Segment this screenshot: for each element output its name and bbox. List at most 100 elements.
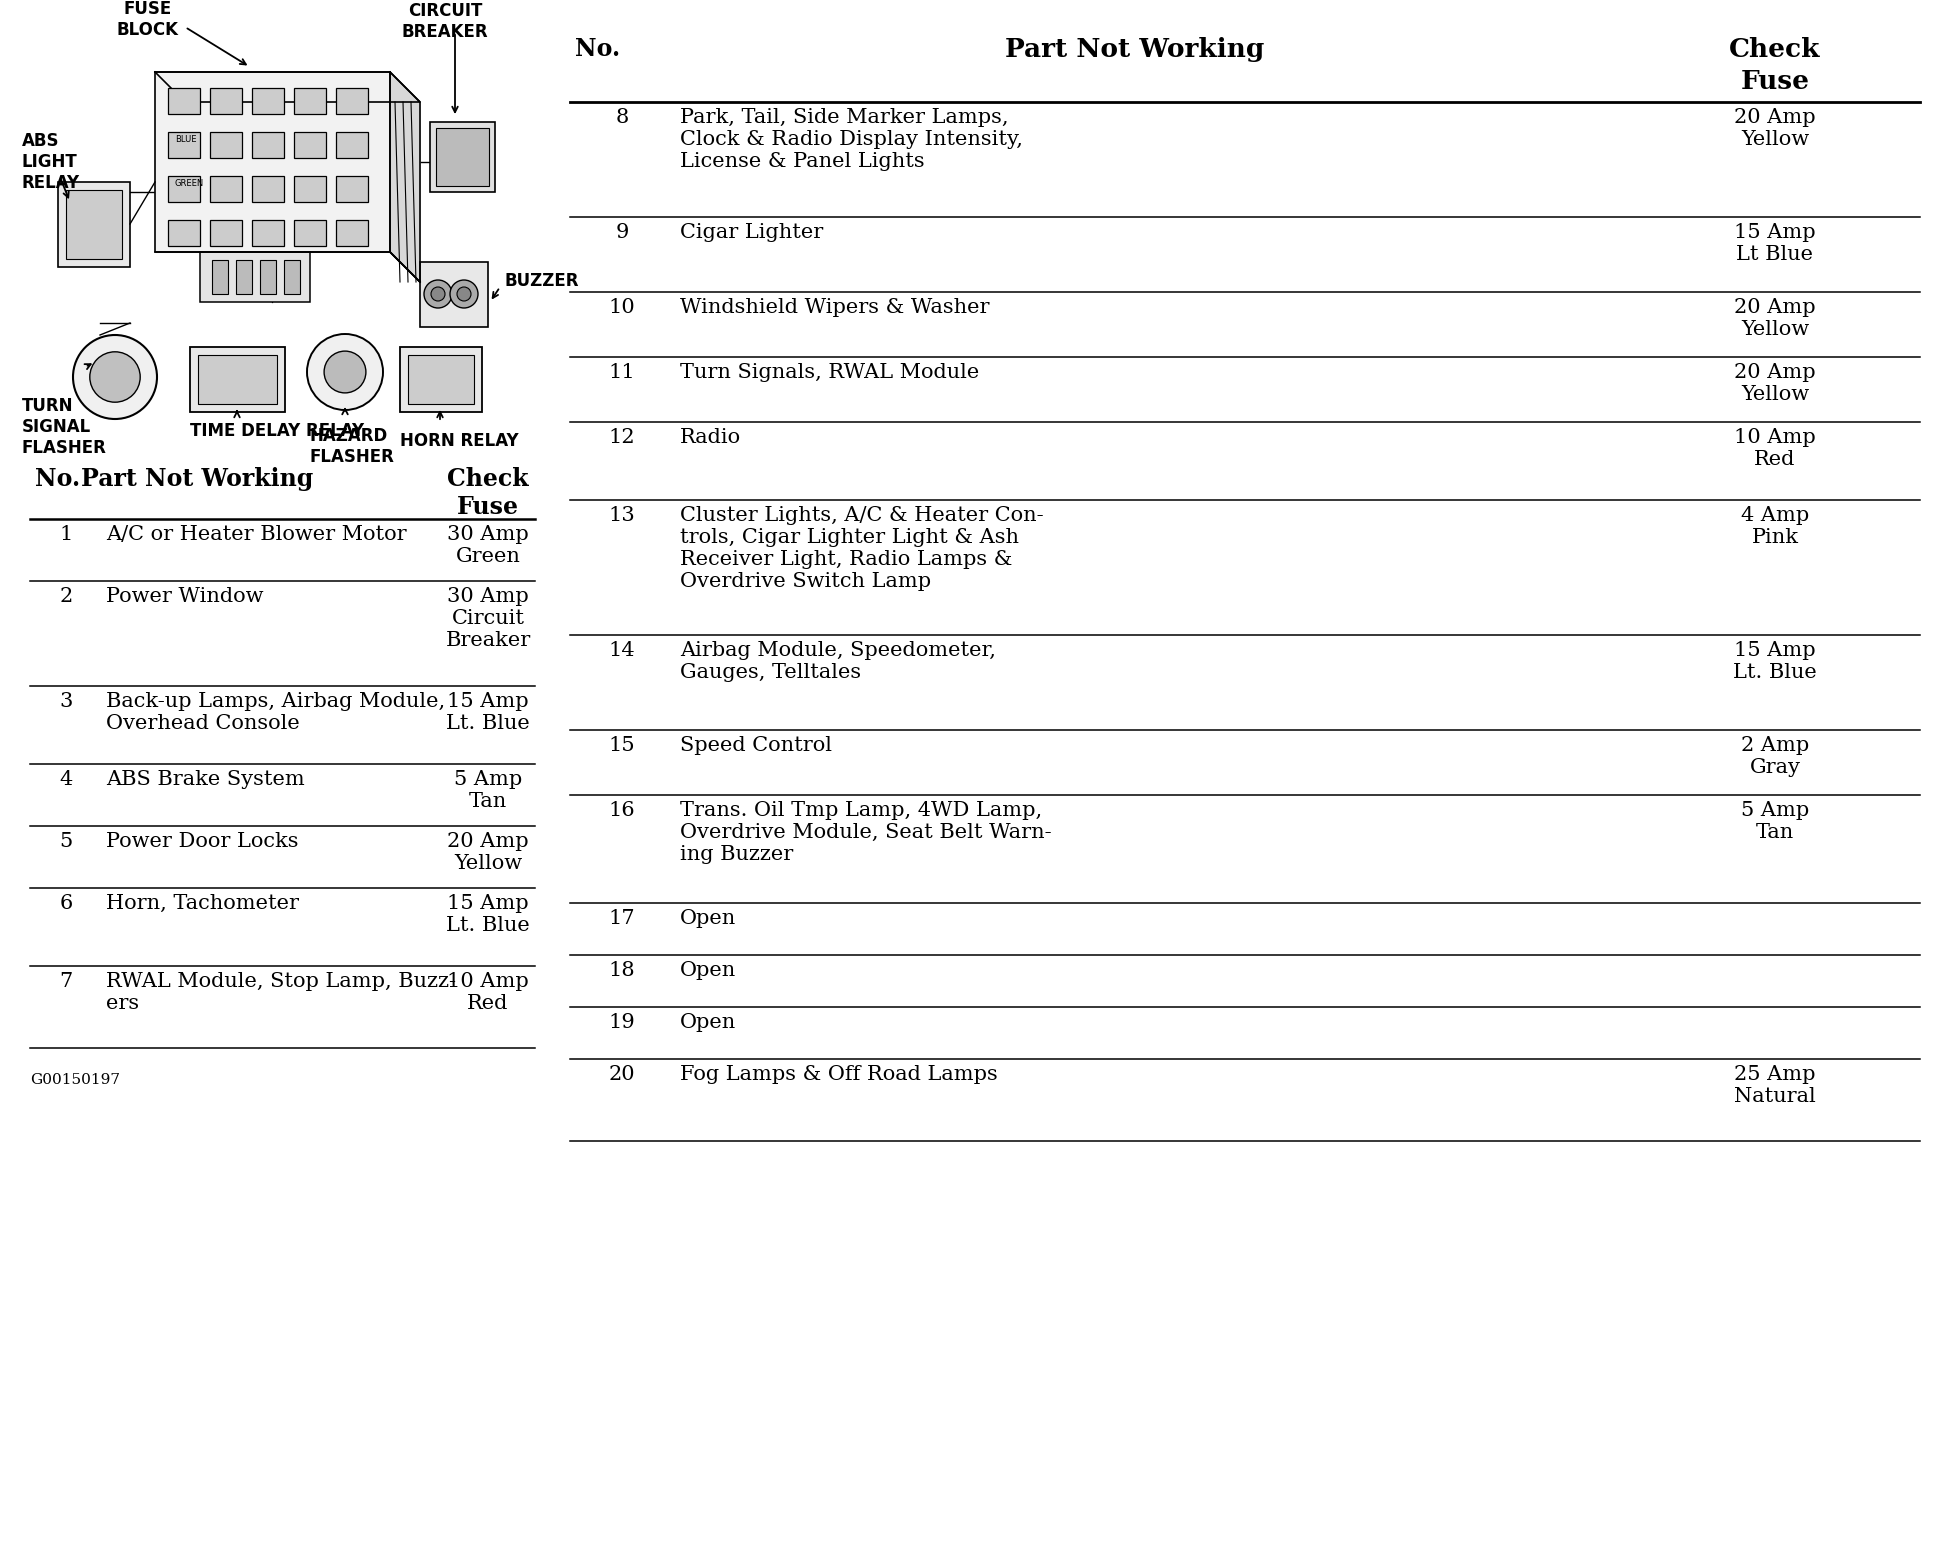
Circle shape	[456, 287, 471, 301]
Text: 20 Amp
Yellow: 20 Amp Yellow	[1734, 362, 1816, 405]
Text: Open: Open	[680, 1014, 736, 1032]
Text: 8: 8	[616, 108, 629, 127]
Text: 11: 11	[608, 362, 635, 383]
Bar	[168, 177, 201, 201]
Text: Windshield Wipers & Washer: Windshield Wipers & Washer	[680, 298, 990, 317]
Text: Turn Signals, RWAL Module: Turn Signals, RWAL Module	[680, 362, 978, 383]
Text: ABS
LIGHT
RELAY: ABS LIGHT RELAY	[21, 133, 80, 192]
Text: CIRCUIT
BREAKER: CIRCUIT BREAKER	[401, 2, 489, 41]
Text: 20 Amp
Yellow: 20 Amp Yellow	[1734, 298, 1816, 339]
Text: 16: 16	[608, 801, 635, 820]
Circle shape	[308, 334, 384, 409]
Circle shape	[450, 280, 477, 308]
Polygon shape	[156, 72, 419, 102]
Text: 17: 17	[608, 909, 635, 928]
Bar	[189, 347, 284, 412]
Bar	[419, 262, 487, 326]
Text: HORN RELAY: HORN RELAY	[399, 433, 518, 450]
Text: 2 Amp
Gray: 2 Amp Gray	[1740, 736, 1808, 776]
Bar	[201, 251, 310, 301]
Text: Radio: Radio	[680, 428, 740, 447]
Text: TIME DELAY RELAY: TIME DELAY RELAY	[189, 422, 364, 440]
Text: Power Door Locks: Power Door Locks	[105, 833, 298, 851]
Text: 20 Amp
Yellow: 20 Amp Yellow	[1734, 108, 1816, 148]
Text: BUZZER: BUZZER	[505, 272, 579, 291]
Bar	[251, 220, 284, 245]
Text: Open: Open	[680, 961, 736, 979]
Bar	[335, 87, 368, 114]
Bar	[66, 191, 123, 259]
Text: 9: 9	[616, 223, 629, 242]
Bar	[284, 259, 300, 294]
Bar	[168, 133, 201, 158]
Bar	[251, 177, 284, 201]
Bar	[407, 355, 473, 405]
Text: Power Window: Power Window	[105, 587, 263, 606]
Text: Check: Check	[446, 467, 528, 490]
Bar	[168, 87, 201, 114]
Text: 20 Amp
Yellow: 20 Amp Yellow	[446, 833, 528, 873]
Text: 13: 13	[608, 506, 635, 525]
Text: 14: 14	[608, 640, 635, 661]
Text: Park, Tail, Side Marker Lamps,
Clock & Radio Display Intensity,
License & Panel : Park, Tail, Side Marker Lamps, Clock & R…	[680, 108, 1023, 170]
Text: Part Not Working: Part Not Working	[80, 467, 314, 490]
Text: 15: 15	[608, 736, 635, 754]
Text: Back-up Lamps, Airbag Module,
Overhead Console: Back-up Lamps, Airbag Module, Overhead C…	[105, 692, 444, 733]
Bar	[251, 133, 284, 158]
Circle shape	[323, 351, 366, 394]
Bar	[168, 220, 201, 245]
Bar	[259, 259, 277, 294]
Text: 1: 1	[58, 525, 72, 544]
Text: Fuse: Fuse	[456, 495, 518, 519]
Text: 15 Amp
Lt. Blue: 15 Amp Lt. Blue	[446, 893, 530, 936]
Text: Trans. Oil Tmp Lamp, 4WD Lamp,
Overdrive Module, Seat Belt Warn-
ing Buzzer: Trans. Oil Tmp Lamp, 4WD Lamp, Overdrive…	[680, 801, 1052, 864]
Text: 6: 6	[58, 893, 72, 914]
Text: Part Not Working: Part Not Working	[1005, 37, 1264, 62]
Circle shape	[425, 280, 452, 308]
Text: 19: 19	[608, 1014, 635, 1032]
Circle shape	[72, 334, 158, 419]
Text: No.: No.	[575, 37, 619, 61]
Bar	[236, 259, 251, 294]
Text: ABS Brake System: ABS Brake System	[105, 770, 304, 789]
Text: 25 Amp
Natural: 25 Amp Natural	[1734, 1065, 1816, 1106]
Text: FUSE
BLOCK: FUSE BLOCK	[117, 0, 179, 39]
Bar	[399, 347, 481, 412]
Polygon shape	[156, 72, 390, 251]
Bar	[335, 133, 368, 158]
Text: 5 Amp
Tan: 5 Amp Tan	[1740, 801, 1808, 842]
Text: 3: 3	[58, 692, 72, 711]
Bar	[335, 177, 368, 201]
Text: Speed Control: Speed Control	[680, 736, 832, 754]
Text: 30 Amp
Green: 30 Amp Green	[446, 525, 528, 565]
Text: 4 Amp
Pink: 4 Amp Pink	[1740, 506, 1808, 547]
Bar	[294, 87, 325, 114]
Bar	[210, 87, 242, 114]
Text: 7: 7	[58, 972, 72, 990]
Text: 5 Amp
Tan: 5 Amp Tan	[454, 770, 522, 811]
Bar	[294, 177, 325, 201]
Text: 15 Amp
Lt. Blue: 15 Amp Lt. Blue	[446, 692, 530, 733]
Text: 20: 20	[608, 1065, 635, 1084]
Text: Horn, Tachometer: Horn, Tachometer	[105, 893, 298, 914]
Text: G00150197: G00150197	[29, 1073, 121, 1087]
Text: Airbag Module, Speedometer,
Gauges, Telltales: Airbag Module, Speedometer, Gauges, Tell…	[680, 640, 995, 683]
Polygon shape	[390, 72, 419, 283]
Text: 30 Amp
Circuit
Breaker: 30 Amp Circuit Breaker	[446, 587, 530, 650]
Text: 4: 4	[58, 770, 72, 789]
Bar	[58, 183, 131, 267]
Text: RWAL Module, Stop Lamp, Buzz-
ers: RWAL Module, Stop Lamp, Buzz- ers	[105, 972, 456, 1014]
Text: No.: No.	[35, 467, 80, 490]
Bar	[199, 355, 277, 405]
Text: HAZARD
FLASHER: HAZARD FLASHER	[310, 426, 395, 465]
Bar	[294, 133, 325, 158]
Bar	[436, 128, 489, 186]
Text: Fog Lamps & Off Road Lamps: Fog Lamps & Off Road Lamps	[680, 1065, 997, 1084]
Bar	[210, 177, 242, 201]
Text: Cluster Lights, A/C & Heater Con-
trols, Cigar Lighter Light & Ash
Receiver Ligh: Cluster Lights, A/C & Heater Con- trols,…	[680, 506, 1042, 590]
Text: Cigar Lighter: Cigar Lighter	[680, 223, 822, 242]
Text: TURN
SIGNAL
FLASHER: TURN SIGNAL FLASHER	[21, 397, 107, 456]
Text: Fuse: Fuse	[1740, 69, 1808, 94]
Circle shape	[431, 287, 444, 301]
Text: 2: 2	[58, 587, 72, 606]
